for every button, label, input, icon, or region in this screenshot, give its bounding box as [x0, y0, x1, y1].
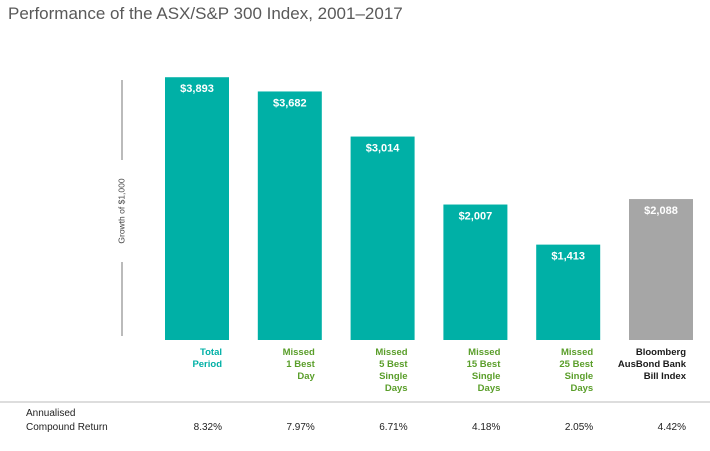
value-label: $3,682 [273, 97, 307, 109]
bar [629, 199, 693, 340]
bar [350, 136, 415, 340]
bar [536, 244, 601, 340]
value-label: $3,014 [366, 143, 401, 155]
x-tick-label: Bloomberg AusBond Bank Bill Index [617, 347, 686, 382]
value-label: $2,088 [644, 205, 678, 217]
x-tick-label: Missed 5 Best Single Days [375, 347, 408, 394]
table-cell: 6.71% [379, 422, 408, 433]
table-cell: 4.18% [472, 422, 501, 433]
x-tick-label: Missed 25 Best Single Days [559, 347, 594, 394]
x-tick-label: Missed 1 Best Day [282, 347, 315, 382]
value-label: $2,007 [459, 211, 493, 223]
bar [165, 77, 229, 340]
bar [257, 91, 322, 340]
value-label: $3,893 [180, 83, 214, 95]
table-cell: 8.32% [193, 422, 222, 433]
x-tick-label: Total Period [192, 347, 222, 370]
bar [443, 204, 508, 340]
table-cell: 7.97% [286, 422, 315, 433]
x-tick-label: Missed 15 Best Single Days [466, 347, 501, 394]
table-cell: 4.42% [657, 422, 686, 433]
table-cell: 2.05% [564, 422, 594, 433]
y-axis-label: Growth of $1,000 [116, 178, 126, 243]
chart-title: Performance of the ASX/S&P 300 Index, 20… [8, 4, 403, 23]
row-label: Annualised Compound Return [26, 408, 108, 433]
value-label: $1,413 [551, 251, 585, 263]
